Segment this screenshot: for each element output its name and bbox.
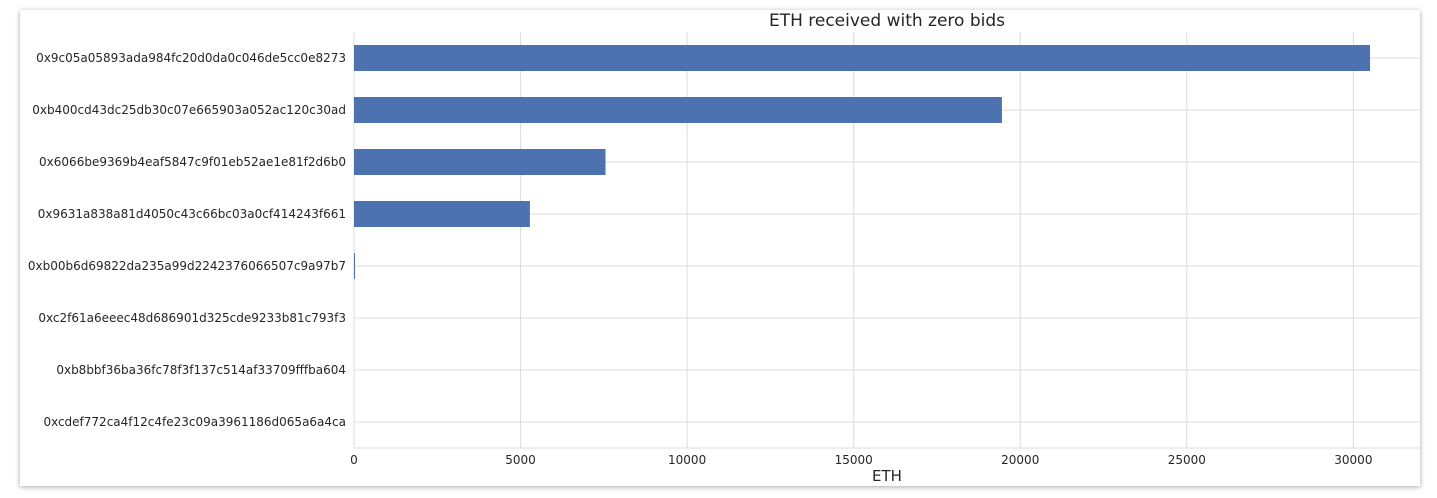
x-tick-label: 30000 xyxy=(1334,453,1372,467)
y-tick-labels: 0x9c05a05893ada984fc20d0da0c046de5cc0e82… xyxy=(28,51,346,429)
y-tick-label: 0xb8bbf36ba36fc78f3f137c514af33709fffba6… xyxy=(56,363,346,377)
x-tick-label: 5000 xyxy=(505,453,536,467)
x-axis-label: ETH xyxy=(872,467,902,485)
y-tick-label: 0xb400cd43dc25db30c07e665903a052ac120c30… xyxy=(32,103,346,117)
chart-title: ETH received with zero bids xyxy=(769,11,1005,31)
y-tick-label: 0xcdef772ca4f12c4fe23c09a3961186d065a6a4… xyxy=(43,415,346,429)
bar-layer xyxy=(354,45,1371,279)
bar xyxy=(354,149,606,175)
x-tick-label: 20000 xyxy=(1001,453,1039,467)
x-tick-label: 25000 xyxy=(1168,453,1206,467)
y-tick-label: 0xc2f61a6eeec48d686901d325cde9233b81c793… xyxy=(38,311,346,325)
grid-layer xyxy=(353,32,1420,449)
bar xyxy=(354,201,530,227)
x-tick-label: 15000 xyxy=(835,453,873,467)
y-tick-label: 0xb00b6d69822da235a99d2242376066507c9a97… xyxy=(28,259,346,273)
y-tick-label: 0x6066be9369b4eaf5847c9f01eb52ae1e81f2d6… xyxy=(39,155,346,169)
x-tick-label: 0 xyxy=(350,453,358,467)
x-tick-label: 10000 xyxy=(668,453,706,467)
y-tick-label: 0x9c05a05893ada984fc20d0da0c046de5cc0e82… xyxy=(36,51,346,65)
bar-chart: 0x9c05a05893ada984fc20d0da0c046de5cc0e82… xyxy=(28,11,1420,485)
bar xyxy=(354,253,355,279)
y-tick-label: 0x9631a838a81d4050c43c66bc03a0cf414243f6… xyxy=(38,207,346,221)
chart-frame: 0x9c05a05893ada984fc20d0da0c046de5cc0e82… xyxy=(20,10,1420,486)
x-tick-labels: 0 5000 10000 15000 20000 25000 30000 xyxy=(350,453,1372,467)
bar xyxy=(354,45,1371,71)
bar xyxy=(354,97,1002,123)
